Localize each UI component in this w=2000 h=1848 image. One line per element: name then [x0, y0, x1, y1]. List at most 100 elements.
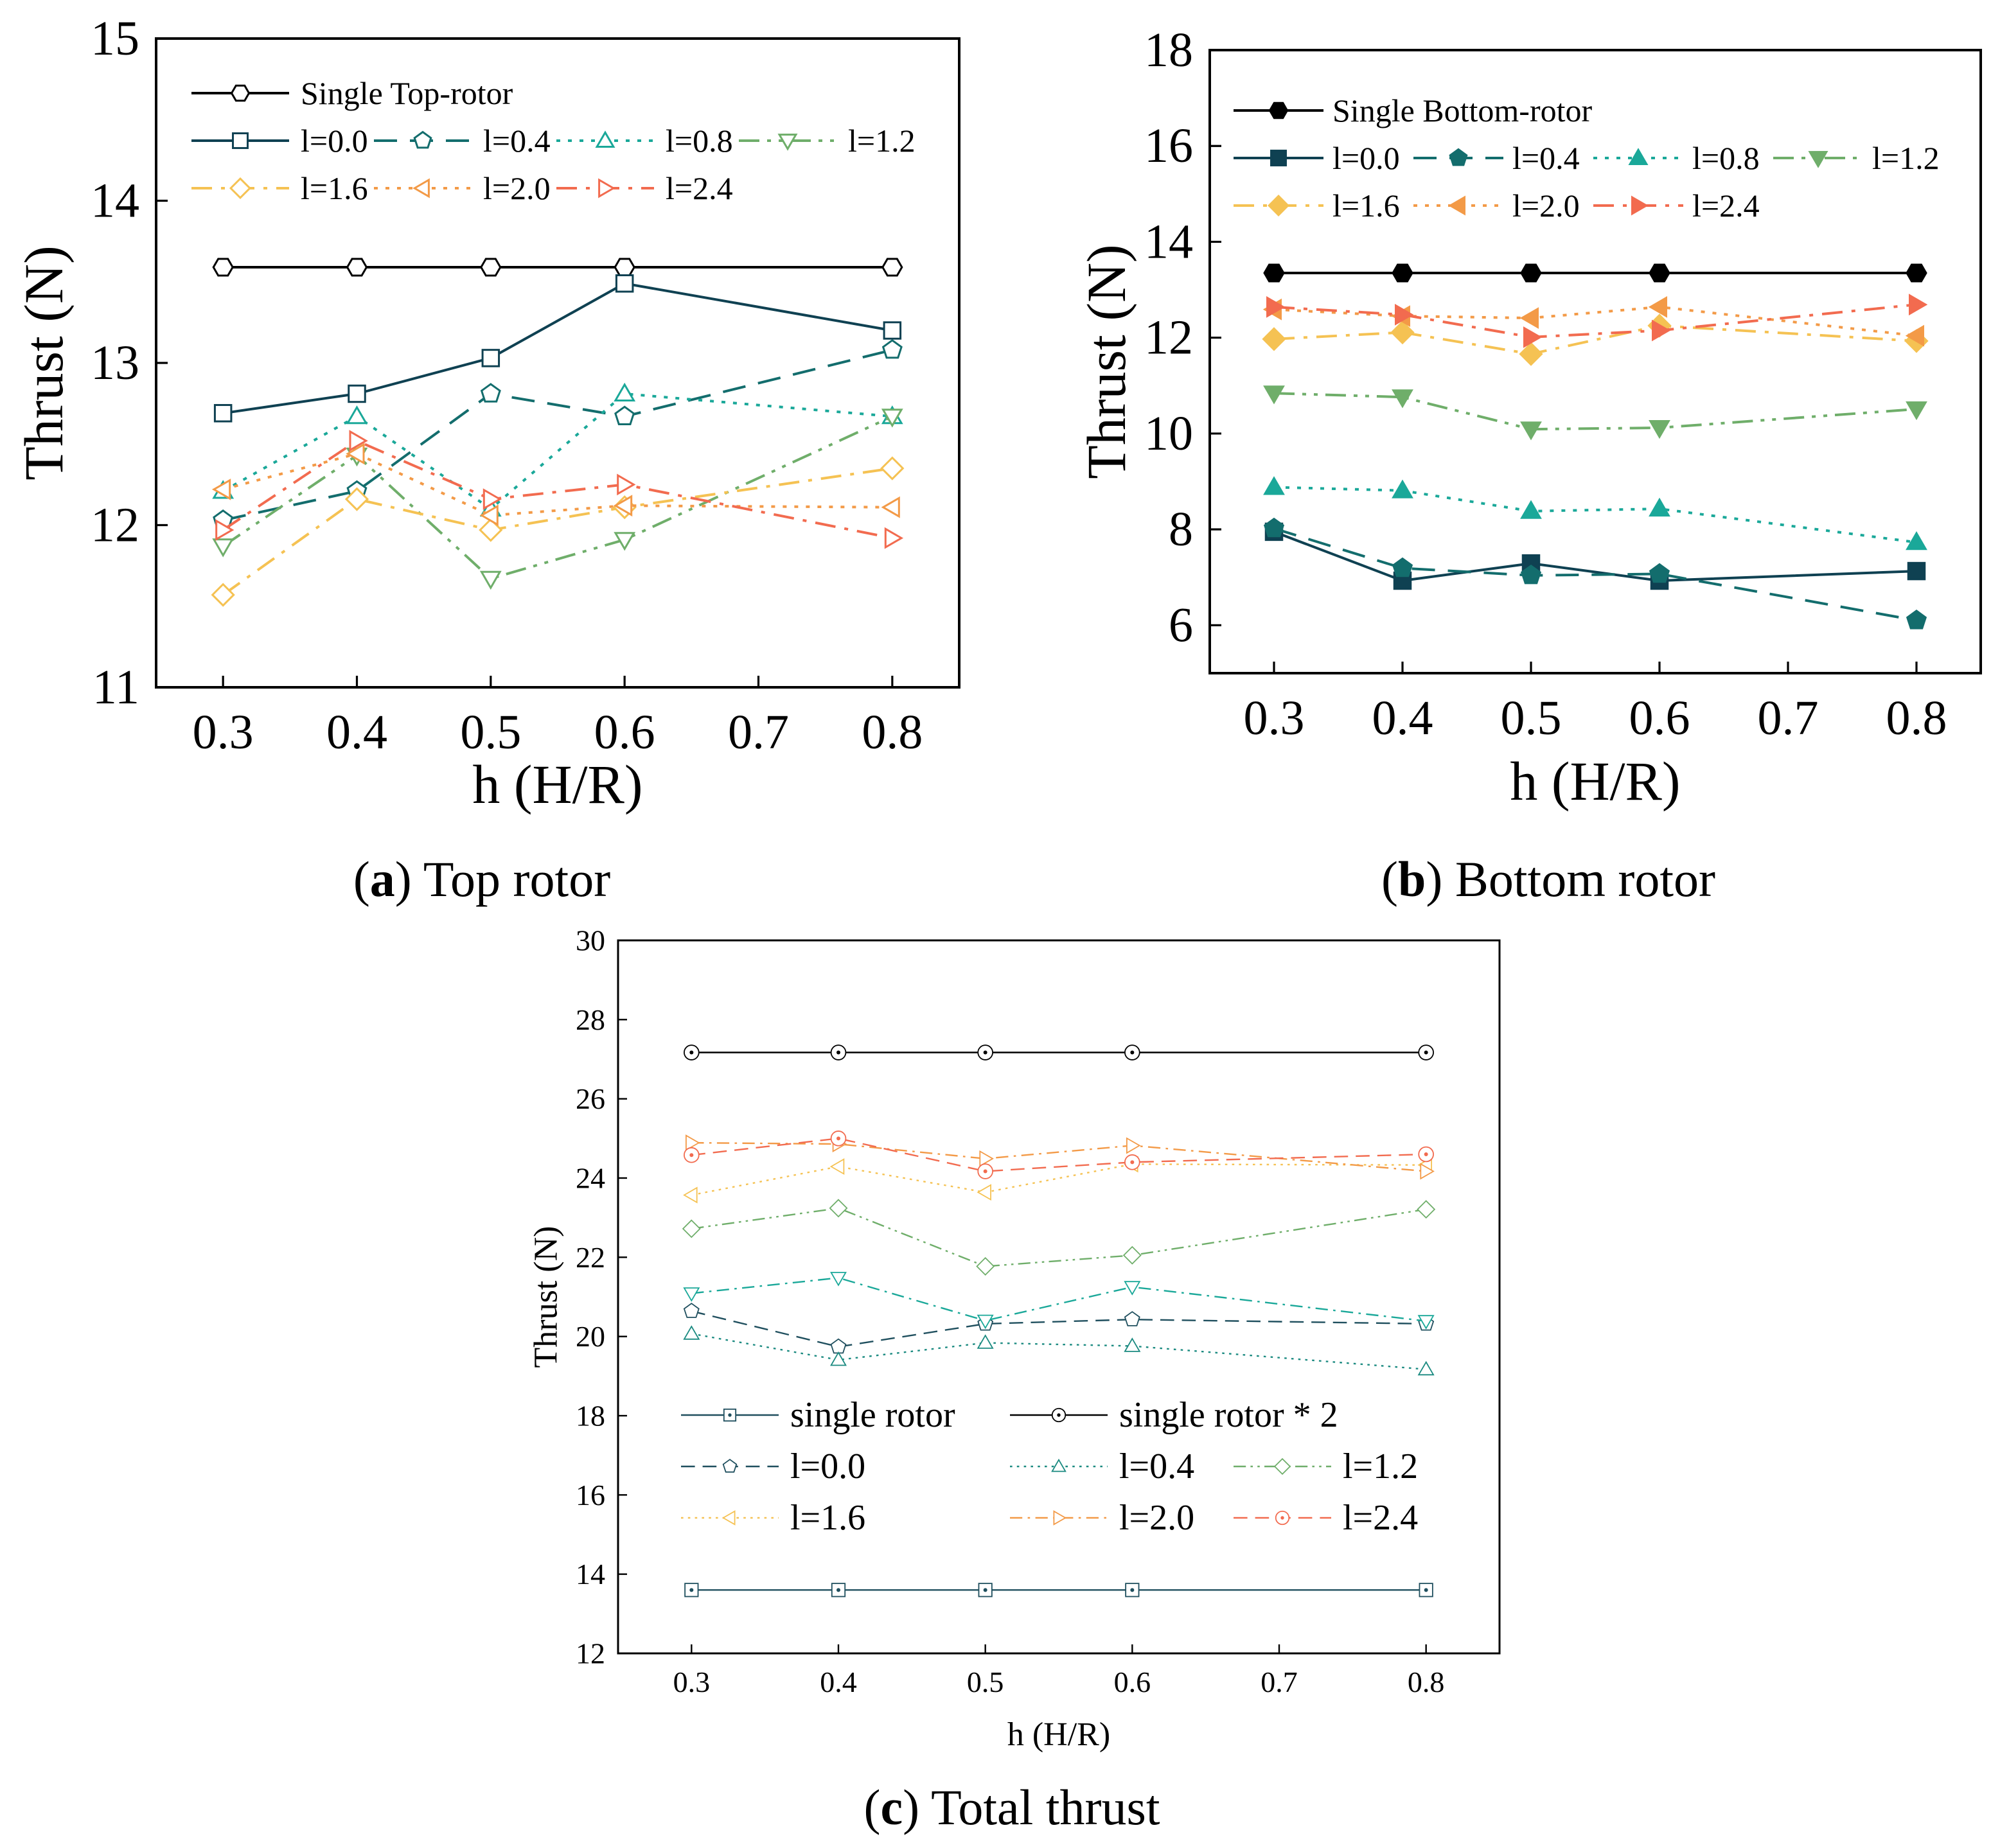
data-point [482, 488, 502, 510]
x-axis-label: h (H/R) [1007, 1716, 1110, 1753]
series-line [691, 1277, 1426, 1322]
data-point [614, 405, 635, 425]
series-line [222, 467, 893, 596]
x-tick-label: 0.5 [460, 705, 521, 759]
series-line [691, 1207, 1426, 1267]
legend-marker-dot [728, 1413, 732, 1417]
legend-marker [1053, 1510, 1067, 1526]
data-point [479, 504, 499, 527]
data-point [830, 1131, 847, 1147]
data-point-dot [983, 1588, 987, 1592]
y-axis: 12 14 16 18 20 22 24 26 28 30 [576, 924, 627, 1670]
data-point [1520, 564, 1542, 585]
data-point-dot [1424, 1152, 1428, 1156]
data-point [830, 1338, 847, 1354]
legend-label: l=1.2 [1343, 1447, 1418, 1486]
legend-item: l=1.6 [681, 1498, 865, 1538]
data-point [1125, 1583, 1140, 1597]
legend-label: l=1.2 [848, 123, 916, 159]
data-point [683, 1303, 700, 1318]
x-tick-label: 0.6 [1114, 1666, 1151, 1698]
legend-item: l=1.2 [739, 123, 916, 159]
legend-marker [1808, 150, 1828, 168]
legend-marker [1273, 1457, 1291, 1475]
series-single-top-rotor [212, 258, 903, 277]
data-point [686, 1134, 700, 1152]
legend-marker [1449, 148, 1468, 166]
legend-label: l=2.0 [1512, 188, 1580, 224]
legend-item: l=0.4 [374, 123, 551, 159]
series-line [222, 282, 893, 415]
series-group [682, 1044, 1436, 1597]
y-axis: 11 12 13 14 15 [91, 12, 168, 714]
legend-item: Single Top-rotor [191, 75, 513, 111]
x-tick-label: 0.4 [326, 705, 387, 759]
data-point [830, 1351, 847, 1366]
data-point [614, 382, 636, 401]
series-line [222, 415, 893, 580]
data-point [480, 383, 501, 403]
legend-marker [412, 178, 430, 198]
data-point [1392, 557, 1413, 577]
data-point [1266, 296, 1286, 318]
plot-frame [617, 939, 1501, 1655]
data-point [1263, 517, 1285, 538]
legend-item: l=2.0 [374, 170, 551, 206]
data-point [346, 443, 365, 465]
data-point [830, 1272, 847, 1287]
series-l-2-4 [684, 1131, 1434, 1179]
data-point [1124, 1281, 1141, 1296]
data-point [1122, 1245, 1142, 1265]
legend-marker-dot [1280, 1516, 1284, 1520]
legend-item: l=1.6 [1234, 188, 1400, 224]
data-point [1263, 263, 1285, 283]
data-point [977, 1163, 993, 1179]
legend-marker [595, 130, 615, 148]
data-point [1523, 326, 1543, 348]
legend-marker [413, 130, 432, 149]
caption-paren-open: ( [863, 1779, 880, 1835]
series-l-2-4 [215, 430, 904, 549]
data-point [346, 258, 368, 277]
x-axis-label: h (H/R) [472, 753, 642, 815]
x-axis: 0.3 0.4 0.5 0.6 0.7 0.8 [1244, 662, 1947, 745]
series-l-1-2 [212, 409, 903, 590]
data-point [977, 1314, 994, 1330]
caption-letter: b [1398, 851, 1426, 907]
x-tick-label: 0.5 [967, 1666, 1004, 1698]
series-line [691, 1141, 1426, 1172]
data-point-dot [1130, 1050, 1135, 1055]
data-point [1124, 1044, 1140, 1060]
data-point [1909, 294, 1928, 316]
data-point [1905, 324, 1924, 347]
series-l-1-6 [1262, 313, 1929, 366]
legend-label: l=2.0 [483, 170, 551, 206]
x-tick-label: 0.8 [862, 705, 923, 759]
legend-item: Single Bottom-rotor [1234, 92, 1593, 128]
data-point [976, 1257, 995, 1276]
legend-marker [723, 1408, 737, 1422]
data-point [884, 527, 904, 549]
data-point [212, 538, 235, 558]
data-point [1420, 1163, 1435, 1180]
panel-total-thrust: 0.3 0.4 0.5 0.6 0.7 0.8 12 14 16 18 20 22 24 26 28 30 h … [528, 924, 1501, 1835]
y-tick-label: 18 [1144, 23, 1193, 77]
legend-label: l=1.6 [1332, 188, 1400, 224]
legend-item: l=2.4 [1593, 188, 1760, 224]
legend-item: l=0.8 [556, 123, 733, 159]
data-point [1392, 389, 1413, 409]
y-tick-label: 13 [91, 336, 139, 390]
legend-marker [1268, 194, 1289, 217]
y-axis: 6 8 10 12 14 16 18 [1144, 23, 1221, 652]
legend-item: l=2.4 [556, 170, 733, 206]
legend-marker [1268, 101, 1289, 119]
x-axis: 0.3 0.4 0.5 0.6 0.7 0.8 [673, 1644, 1444, 1698]
data-point-dot [689, 1050, 694, 1055]
legend-label: l=0.0 [790, 1447, 865, 1486]
caption-paren-open: ( [353, 851, 370, 907]
data-point [1395, 304, 1414, 326]
series-line [1273, 486, 1917, 544]
series-single-rotor [684, 1583, 1433, 1597]
legend-label: l=0.8 [666, 123, 733, 159]
